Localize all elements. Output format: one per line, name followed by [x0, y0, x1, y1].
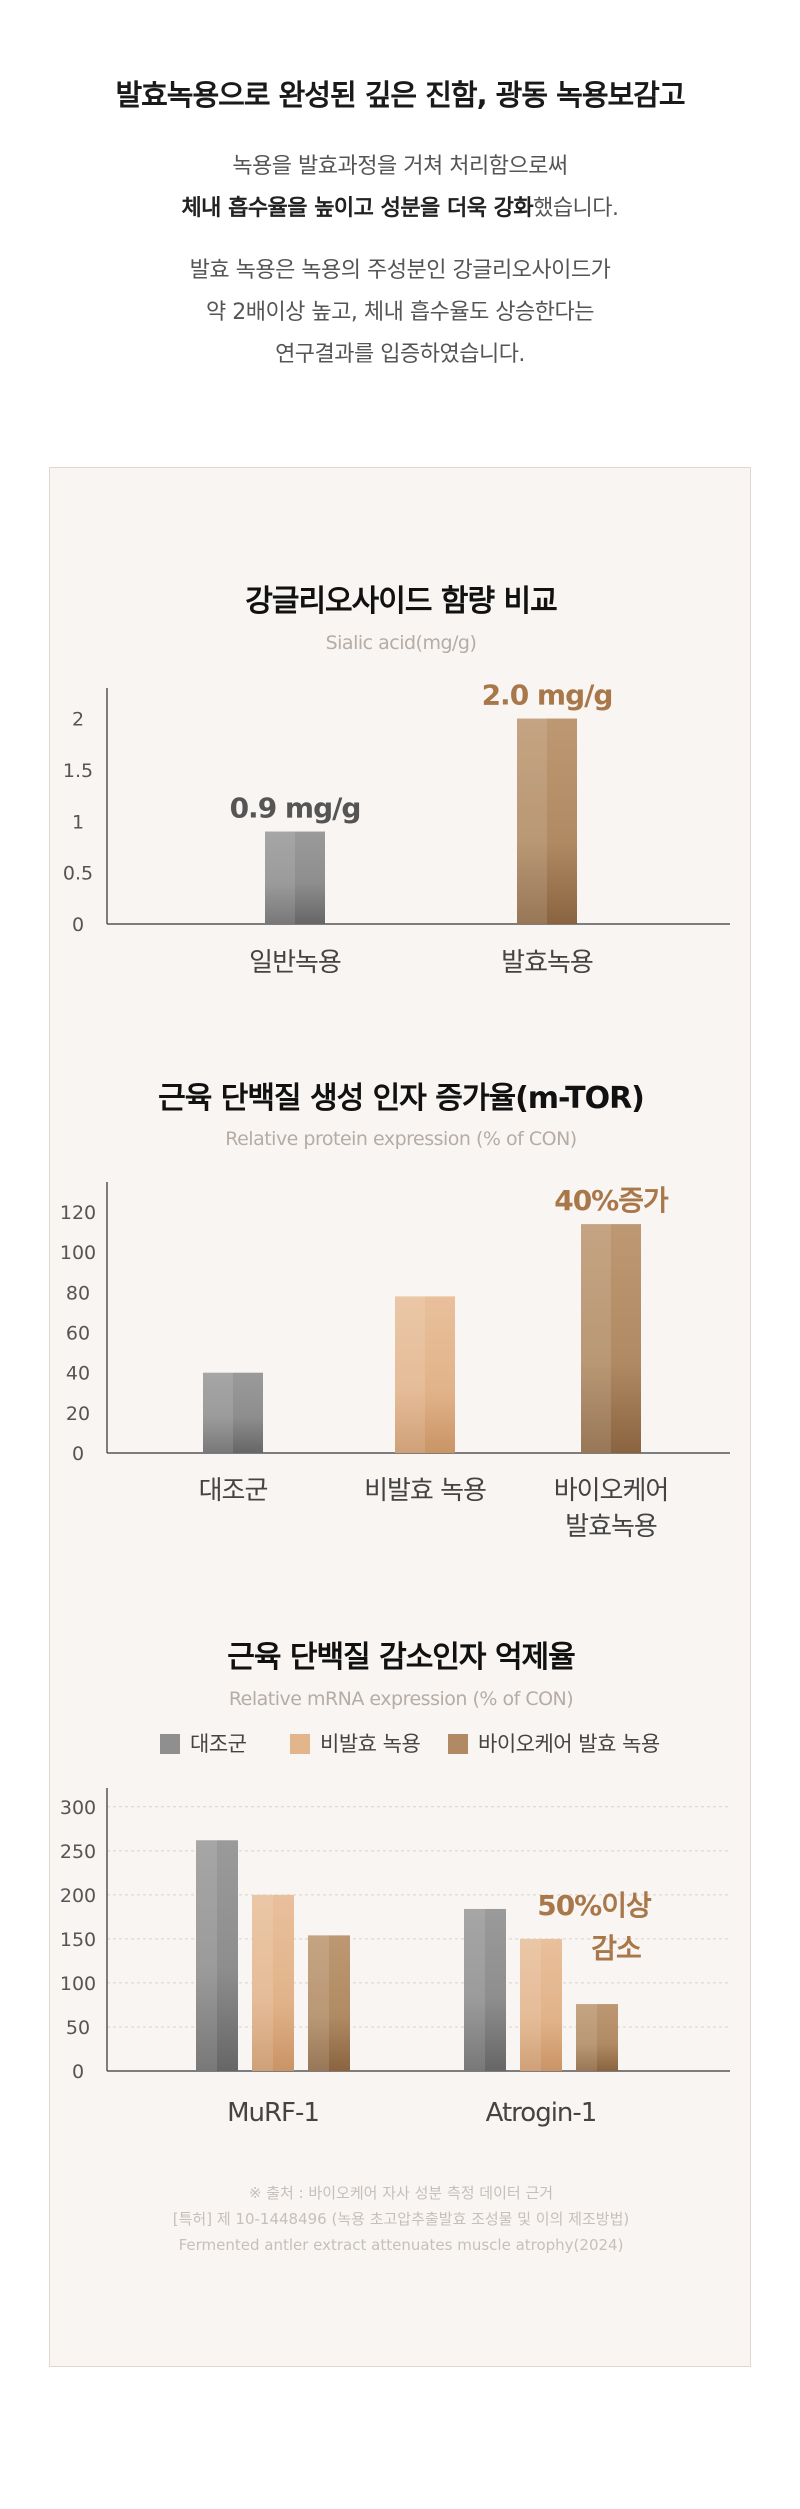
bar-murf-1-3-sheen — [308, 1935, 329, 2071]
bar-2-2 — [395, 1296, 455, 1453]
legend-label-3: 바이오케어 발효 녹용 — [478, 1732, 660, 1756]
legend-label-2: 비발효 녹용 — [320, 1732, 420, 1756]
category-label: 바이오케어 — [554, 1476, 669, 1506]
category-label: 일반녹용 — [249, 948, 341, 978]
intro-para-line-2: 약 2배이상 높고, 체내 흡수율도 상승한다는 — [205, 300, 595, 325]
chart-1-ytick: 0 — [72, 914, 84, 936]
category-label: 비발효 녹용 — [364, 1476, 486, 1506]
chart-3-title: 근육 단백질 감소인자 억제율 — [227, 1640, 575, 1675]
legend-swatch-1 — [160, 1734, 180, 1754]
chart-1-ytick: 1.5 — [63, 760, 93, 782]
bar-2-3-sheen — [581, 1224, 611, 1453]
category-label: 대조군 — [199, 1476, 268, 1506]
bar-atrogin-1-2-sheen — [520, 1938, 541, 2071]
bar-1-2 — [517, 718, 577, 924]
bar-murf-1-1-sheen — [196, 1840, 217, 2071]
bar-2-2-sheen — [395, 1296, 425, 1453]
category-label: 발효녹용 — [565, 1512, 657, 1542]
chart-3-ytick: 300 — [60, 1797, 96, 1819]
legend-swatch-3 — [448, 1734, 468, 1754]
annotation-line-1: 50%이상 — [537, 1889, 652, 1922]
chart-1-ytick: 0.5 — [63, 863, 93, 885]
data-label-2-3: 40%증가 — [554, 1184, 669, 1217]
chart-2-ytick: 120 — [60, 1202, 96, 1224]
bar-2-1-sheen — [203, 1372, 233, 1453]
annotation-line-2: 감소 — [591, 1932, 641, 1965]
intro-para-line-1: 발효 녹용은 녹용의 주성분인 강글리오사이드가 — [189, 258, 611, 283]
chart-3-ytick: 150 — [60, 1929, 96, 1951]
intro-line-2: 체내 흡수율을 높이고 성분을 더욱 강화했습니다. — [0, 190, 800, 222]
bar-1-2-sheen — [517, 718, 547, 924]
chart-1-subtitle: Sialic acid(mg/g) — [326, 632, 477, 654]
chart-3-ytick: 200 — [60, 1885, 96, 1907]
category-label: MuRF-1 — [227, 2098, 319, 2128]
intro-line-2-rest: 했습니다. — [533, 196, 619, 221]
chart-2-ytick: 100 — [60, 1242, 96, 1264]
chart-1-ytick: 1 — [72, 811, 84, 833]
bar-1-1-sheen — [265, 831, 295, 924]
bar-2-3 — [581, 1224, 641, 1453]
chart-2-ytick: 20 — [66, 1403, 90, 1425]
bar-atrogin-1-3-sheen — [576, 2004, 597, 2071]
data-label-1-2: 2.0 mg/g — [482, 679, 613, 712]
bar-atrogin-1-1-sheen — [464, 1908, 485, 2071]
intro-highlight: 체내 흡수율을 높이고 성분을 더욱 강화 — [181, 196, 534, 221]
chart-3-ytick: 0 — [72, 2061, 84, 2083]
chart-3-ytick: 250 — [60, 1841, 96, 1863]
bar-murf-1-2 — [252, 1894, 294, 2071]
legend-label-1: 대조군 — [190, 1732, 247, 1756]
bar-atrogin-1-3 — [576, 2004, 618, 2071]
bar-1-1 — [265, 831, 325, 924]
source-line-2: [특허] 제 10-1448496 (녹용 초고압추출발효 조성물 및 이의 제… — [172, 2210, 630, 2228]
chart-1-title: 강글리오사이드 함량 비교 — [245, 584, 557, 619]
chart-panel: 강글리오사이드 함량 비교 Sialic acid(mg/g) 0 0.5 1 1.5 2 일… — [49, 467, 751, 2367]
page-title: 발효녹용으로 완성된 깊은 진함, 광동 녹용보감고 — [115, 78, 685, 112]
bar-murf-1-2-sheen — [252, 1894, 273, 2071]
chart-2-ytick: 0 — [72, 1443, 84, 1465]
bar-murf-1-1 — [196, 1840, 238, 2071]
chart-3-ytick: 50 — [66, 2017, 90, 2039]
chart-1-ytick: 2 — [72, 709, 84, 731]
bar-atrogin-1-2 — [520, 1938, 562, 2071]
bar-2-1 — [203, 1372, 263, 1453]
chart-2-subtitle: Relative protein expression (% of CON) — [225, 1128, 576, 1150]
chart-2-title: 근육 단백질 생성 인자 증가율(m-TOR) — [158, 1081, 644, 1116]
intro-line-1: 녹용을 발효과정을 거쳐 처리함으로써 — [232, 154, 568, 179]
intro-para-line-3: 연구결과를 입증하였습니다. — [275, 342, 525, 367]
chart-3-ytick: 100 — [60, 1973, 96, 1995]
chart-2-ytick: 60 — [66, 1323, 90, 1345]
charts-group: 강글리오사이드 함량 비교 Sialic acid(mg/g) 0 0.5 1 1.5 2 일… — [60, 584, 730, 2128]
data-label-1-1: 0.9 mg/g — [230, 792, 361, 825]
chart-2-ytick: 80 — [66, 1282, 90, 1304]
chart-2-ytick: 40 — [66, 1363, 90, 1385]
charts-svg: 강글리오사이드 함량 비교 Sialic acid(mg/g) 0 0.5 1 1.5 2 일… — [60, 584, 730, 2128]
category-label: Atrogin-1 — [486, 2098, 597, 2128]
legend-swatch-2 — [290, 1734, 310, 1754]
chart-3-subtitle: Relative mRNA expression (% of CON) — [229, 1688, 573, 1710]
category-label: 발효녹용 — [501, 948, 593, 978]
bar-atrogin-1-1 — [464, 1908, 506, 2071]
source-line-1: ※ 출처 : 바이오케어 자사 성분 측정 데이터 근거 — [248, 2184, 554, 2202]
bar-murf-1-3 — [308, 1935, 350, 2071]
source-line-3: Fermented antler extract attenuates musc… — [178, 2236, 624, 2254]
